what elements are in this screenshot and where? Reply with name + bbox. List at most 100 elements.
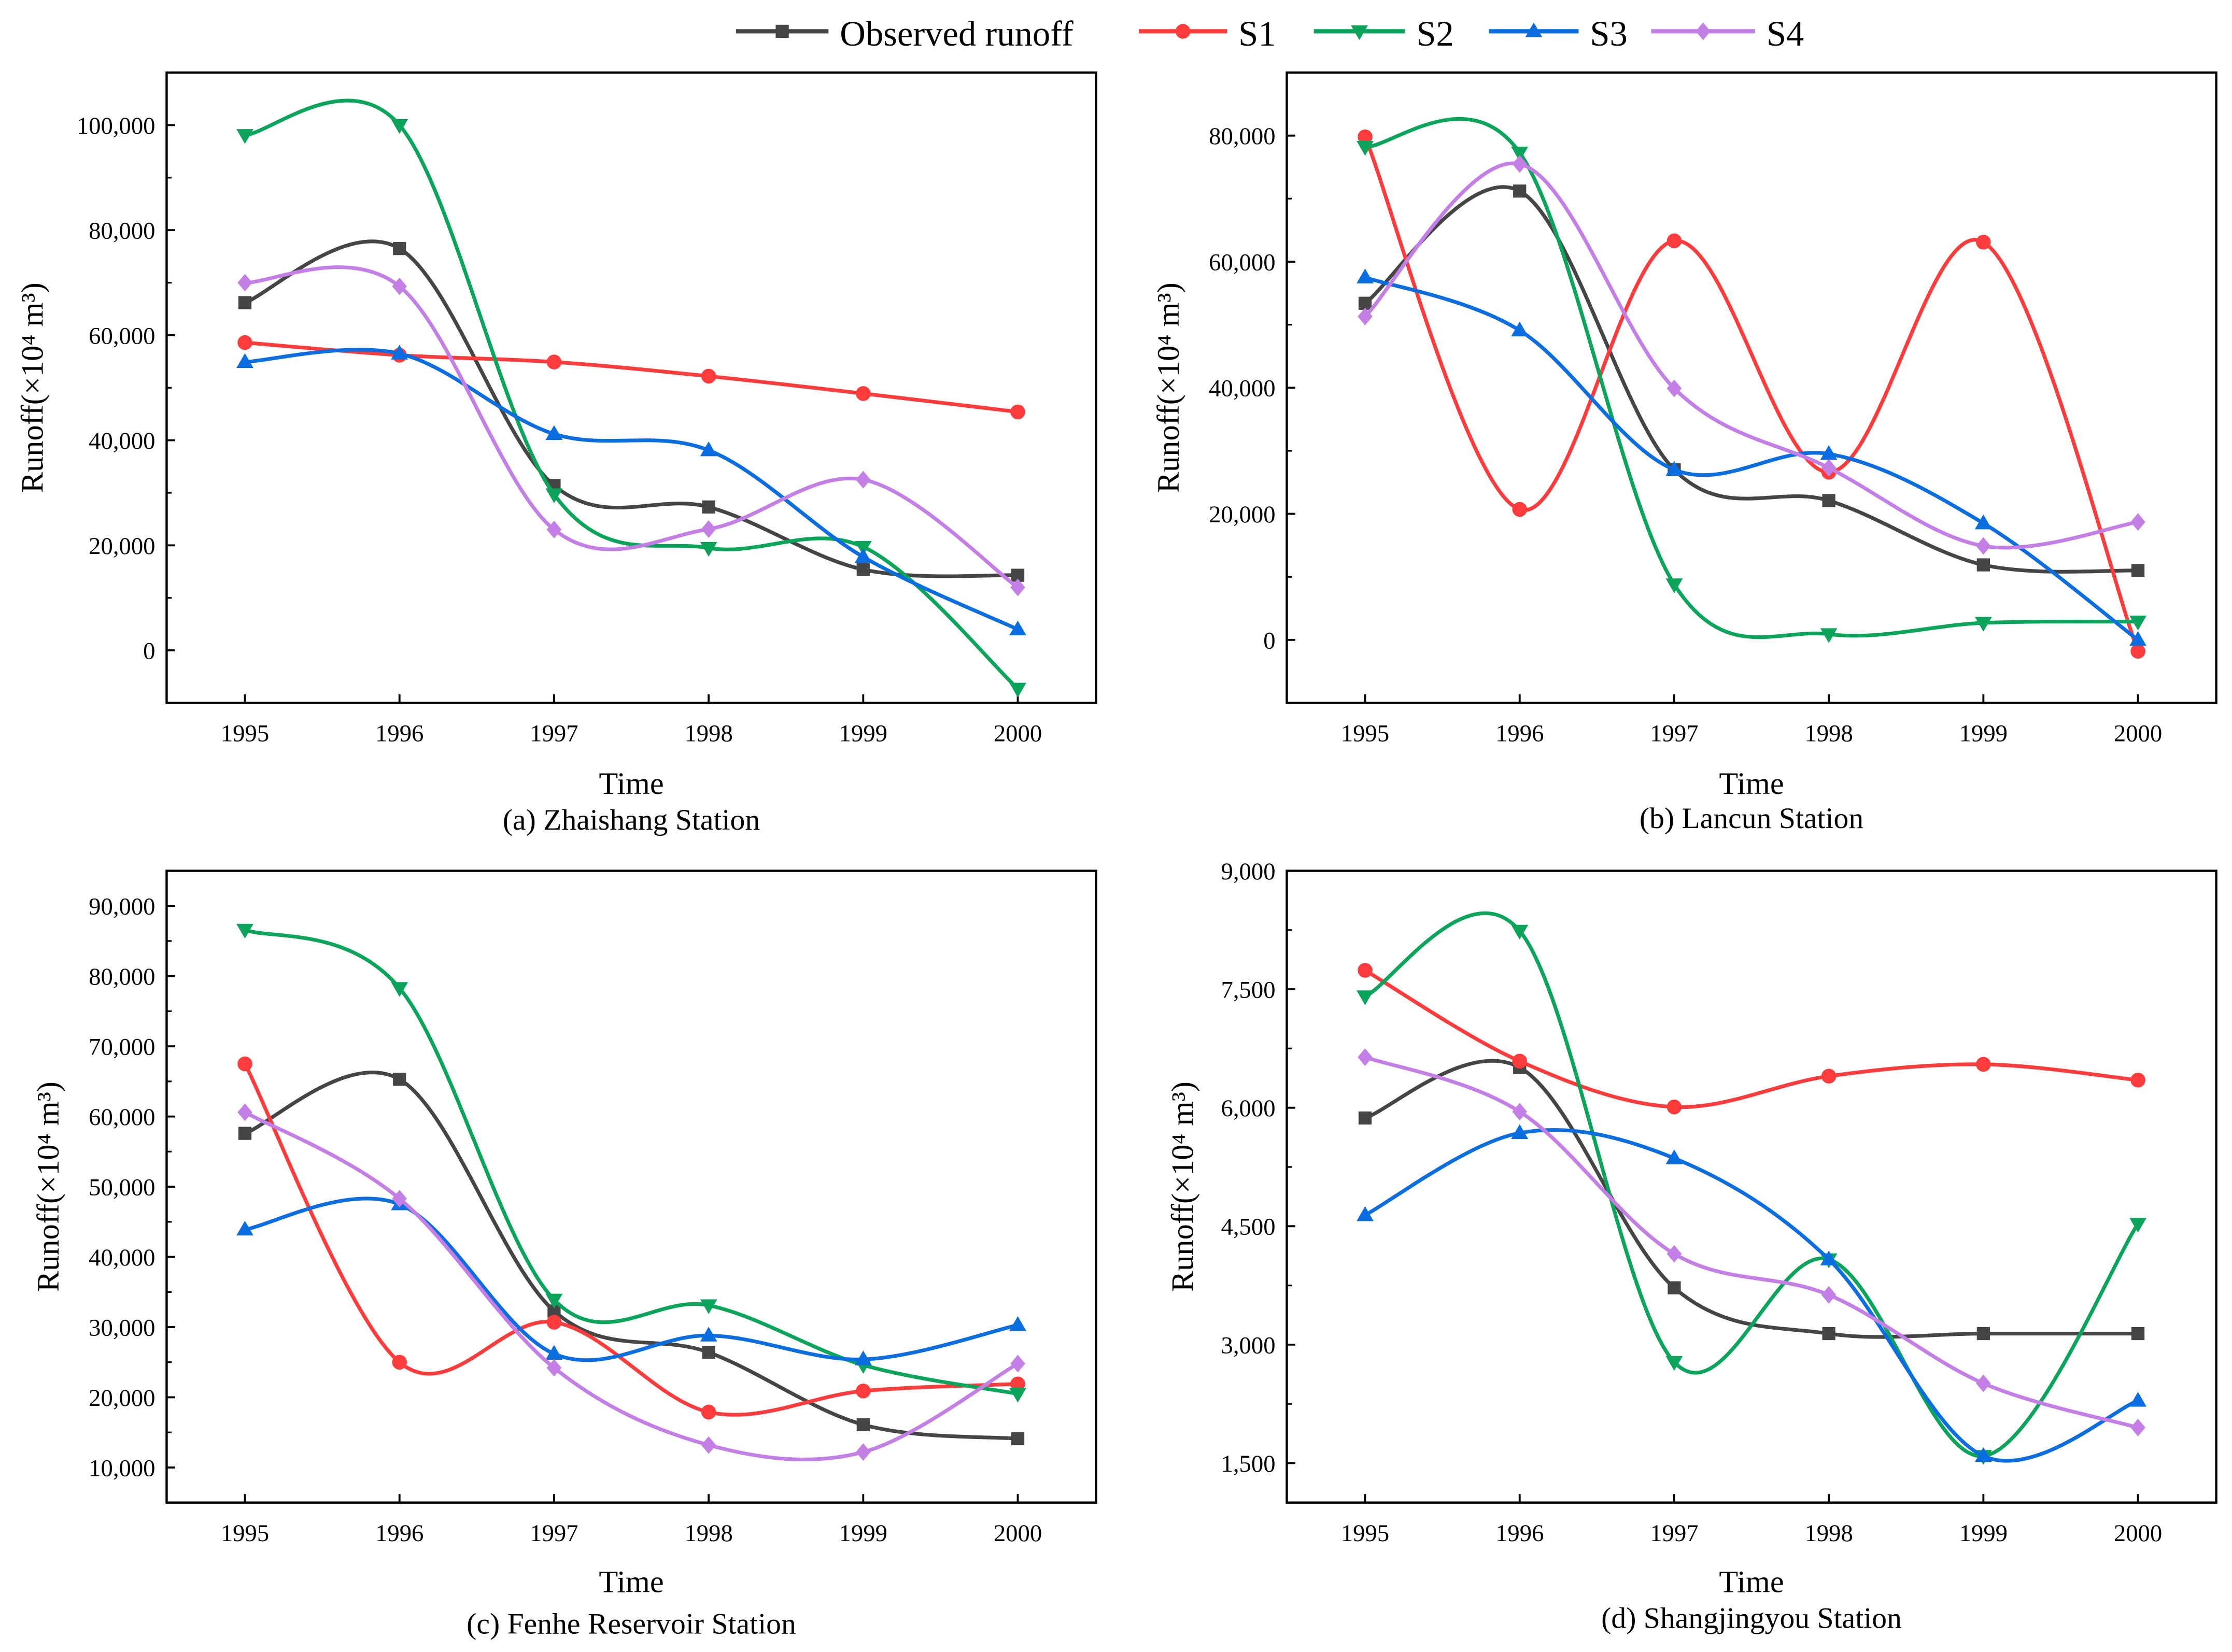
data-point: [1976, 537, 1991, 555]
legend-marker-triangle-down-icon: [1351, 25, 1368, 40]
data-point: [701, 368, 716, 384]
data-point: [2129, 616, 2147, 631]
data-point: [237, 335, 252, 350]
y-tick-label: 3,000: [1221, 1332, 1276, 1359]
series-line: [244, 928, 1019, 1396]
series-s3: [1357, 1124, 2147, 1463]
data-point: [1511, 146, 1529, 162]
x-axis-title: Time: [599, 1565, 663, 1600]
data-point: [1009, 682, 1027, 698]
data-point: [237, 1103, 252, 1121]
data-point: [1357, 1206, 1374, 1221]
series-line: [1363, 136, 2140, 652]
data-point: [1976, 1057, 1991, 1072]
legend-label: Observed runoff: [840, 14, 1073, 53]
x-tick-label: 1999: [839, 720, 887, 747]
data-point: [546, 520, 562, 538]
data-point: [391, 119, 408, 134]
legend-label: S2: [1416, 14, 1453, 53]
series-s2: [1357, 117, 2147, 643]
data-point: [236, 353, 253, 368]
y-tick-label: 30,000: [89, 1314, 155, 1341]
data-point: [2130, 644, 2145, 659]
legend-item-s3: S3: [1489, 14, 1628, 53]
data-point: [1010, 578, 1025, 596]
x-tick-label: 1997: [530, 720, 578, 747]
y-tick-label: 60,000: [89, 322, 155, 349]
y-tick-label: 7,500: [1221, 977, 1276, 1004]
legend-label: S3: [1590, 14, 1627, 53]
y-tick-label: 0: [1263, 627, 1275, 654]
data-point: [854, 1350, 872, 1365]
series-line: [1365, 117, 2138, 639]
data-point: [1513, 184, 1527, 198]
data-point: [545, 1345, 563, 1360]
y-tick-label: 10,000: [89, 1455, 155, 1482]
data-point: [1357, 268, 1374, 283]
series-s2: [236, 923, 1027, 1403]
plot-frame: [165, 870, 1097, 1504]
plot-frame: [165, 71, 1097, 704]
data-point: [856, 563, 870, 576]
data-point: [1976, 558, 1990, 572]
y-axis-title: Runoff(×10⁴ m³): [1165, 1081, 1200, 1292]
series-s3: [236, 1195, 1027, 1365]
legend-item-s1: S1: [1138, 14, 1276, 53]
series-line: [244, 239, 1018, 578]
data-point: [1665, 578, 1683, 593]
data-point: [1511, 1124, 1529, 1139]
data-point: [1009, 1316, 1027, 1331]
data-point: [1666, 233, 1682, 249]
panel-caption: (b) Lancun Station: [1640, 802, 1863, 835]
x-tick-label: 2000: [2114, 1520, 2162, 1547]
x-tick-label: 1995: [1341, 1520, 1389, 1547]
y-tick-label: 9,000: [1221, 858, 1276, 885]
data-point: [1357, 141, 1374, 156]
data-point: [856, 386, 871, 401]
data-point: [236, 923, 253, 939]
series-s4: [1358, 1048, 2145, 1436]
data-point: [2130, 1073, 2145, 1088]
y-tick-label: 60,000: [1209, 249, 1275, 276]
data-point: [1009, 1388, 1027, 1403]
legend: Observed runoff S1 S2 S3 S4: [736, 14, 1804, 53]
series-line: [1364, 276, 2139, 642]
data-point: [1665, 461, 1683, 476]
legend-item-s2: S2: [1313, 14, 1454, 53]
panel-caption: (c) Fenhe Reservoir Station: [467, 1607, 796, 1640]
y-axis-title: Runoff(×10⁴ m³): [16, 282, 50, 493]
panels: 0 20,000 40,000 60,000 80,000 100,000 1995 1996…: [16, 71, 2217, 1640]
data-point: [1822, 1327, 1835, 1341]
data-point: [1820, 628, 1838, 643]
series-line: [1364, 1128, 2139, 1463]
data-point: [2129, 1218, 2147, 1233]
data-point: [1010, 1355, 1025, 1373]
legend-item-observed-runoff: Observed runoff: [736, 14, 1073, 53]
series-s1: [1358, 129, 2145, 659]
data-point: [2131, 564, 2145, 577]
series-s4: [1358, 155, 2145, 555]
data-point: [1010, 404, 1025, 420]
data-point: [391, 982, 408, 997]
data-point: [546, 354, 562, 369]
y-tick-label: 20,000: [89, 1385, 155, 1412]
x-tick-label: 1997: [1650, 1520, 1698, 1547]
x-axis-title: Time: [1719, 766, 1784, 801]
data-point: [701, 1436, 716, 1454]
y-tick-label: 1,500: [1221, 1450, 1276, 1477]
data-point: [1820, 445, 1838, 460]
legend-marker-circle-icon: [1175, 24, 1191, 39]
data-point: [700, 1299, 717, 1315]
y-axis-title: Runoff(×10⁴ m³): [31, 1081, 66, 1292]
panel-caption: (a) Zhaishang Station: [503, 804, 760, 836]
chart-panel-b: 0 20,000 40,000 60,000 80,000 1995 1996 1997 199…: [1151, 71, 2217, 835]
plot-frame: [1285, 870, 2217, 1504]
data-point: [1512, 502, 1528, 517]
x-tick-label: 1998: [1804, 1520, 1853, 1547]
series-line: [244, 1071, 1018, 1441]
x-tick-label: 1998: [684, 720, 732, 747]
series-line: [1364, 969, 2138, 1109]
x-tick-label: 1996: [375, 720, 423, 747]
series-line: [1364, 185, 2138, 574]
